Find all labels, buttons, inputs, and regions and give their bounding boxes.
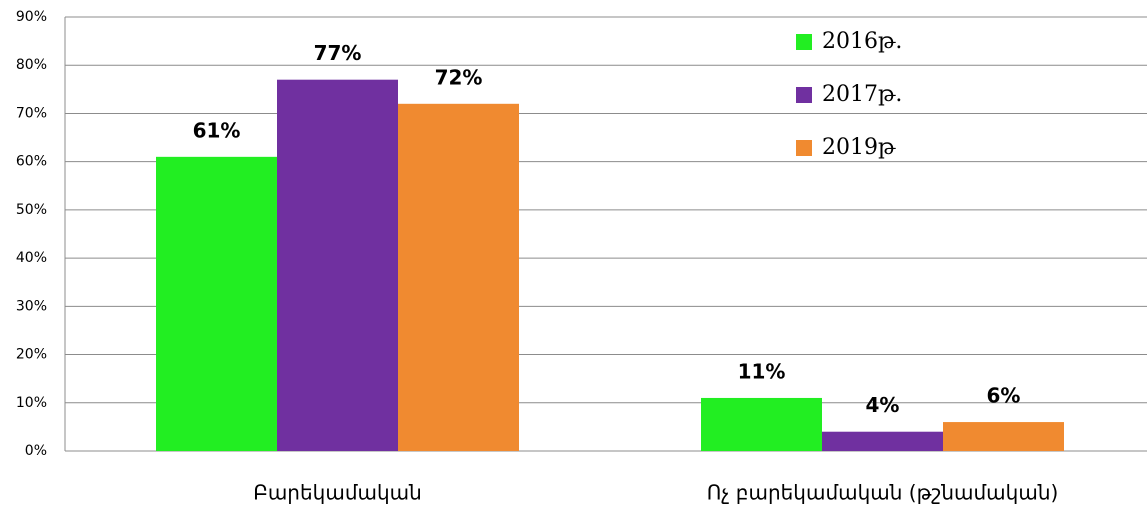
- value-label: 72%: [435, 65, 483, 89]
- value-label: 6%: [987, 384, 1021, 408]
- value-label: 11%: [738, 359, 786, 383]
- legend-swatch: [796, 87, 812, 103]
- y-tick-label: 30%: [16, 298, 47, 314]
- value-label: 4%: [866, 393, 900, 417]
- value-label: 77%: [314, 41, 362, 65]
- legend-label: 2016թ.: [822, 29, 902, 54]
- bar: [822, 431, 943, 451]
- x-tick-label: Ոչ բարեկամական (թշնամական): [707, 481, 1059, 505]
- y-tick-label: 90%: [16, 9, 47, 25]
- y-tick-label: 70%: [16, 105, 47, 121]
- y-tick-label: 20%: [16, 347, 47, 363]
- y-tick-label: 80%: [16, 57, 47, 73]
- value-label: 61%: [193, 118, 241, 142]
- y-tick-label: 0%: [25, 443, 47, 459]
- x-tick-label: Բարեկամական: [253, 481, 422, 505]
- y-tick-label: 40%: [16, 250, 47, 266]
- legend-swatch: [796, 140, 812, 156]
- y-tick-label: 60%: [16, 154, 47, 170]
- legend-swatch: [796, 34, 812, 50]
- bar: [277, 79, 398, 451]
- legend-label: 2017թ.: [822, 82, 902, 107]
- bar: [156, 156, 277, 451]
- bar: [398, 103, 519, 452]
- bar: [701, 397, 822, 451]
- bar: [943, 422, 1064, 451]
- y-tick-label: 10%: [16, 395, 47, 411]
- legend-label: 2019թ: [822, 135, 896, 160]
- y-tick-label: 50%: [16, 202, 47, 218]
